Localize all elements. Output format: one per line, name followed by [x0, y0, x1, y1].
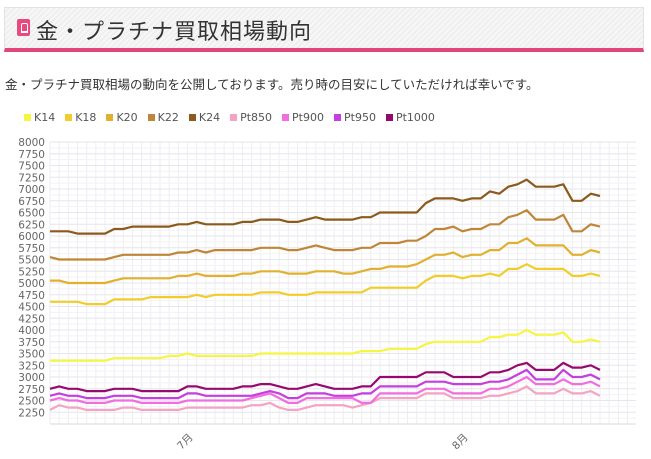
legend-label: K18 [75, 111, 97, 124]
y-tick-label: 7750 [18, 149, 45, 161]
legend-swatch [385, 114, 393, 121]
legend-item-k22[interactable]: K22 [147, 111, 179, 124]
x-tick-label: 7月 [175, 432, 196, 453]
legend-item-pt900[interactable]: Pt900 [282, 111, 324, 124]
series-line-k20 [50, 237, 601, 285]
legend-swatch [106, 114, 114, 121]
legend-swatch [65, 114, 73, 121]
y-tick-label: 5750 [18, 243, 45, 255]
y-tick-label: 2500 [18, 396, 45, 408]
y-tick-label: 6000 [18, 231, 45, 243]
y-tick-label: 7500 [18, 161, 45, 173]
y-tick-label: 4750 [18, 290, 45, 302]
y-tick-label: 6250 [18, 219, 45, 231]
series-line-pt900 [49, 375, 601, 404]
y-tick-label: 4500 [18, 302, 45, 314]
series-line-pt850 [49, 385, 601, 411]
y-tick-label: 7250 [18, 172, 45, 184]
legend-label: K14 [34, 111, 56, 124]
legend-label: Pt1000 [395, 111, 435, 124]
y-tick-label: 2250 [18, 407, 45, 419]
legend-item-k18[interactable]: K18 [65, 111, 96, 124]
series-line-k18 [50, 263, 601, 306]
y-tick-label: 6500 [18, 208, 45, 220]
chart-legend: K14 K18 K20 K22 K24 Pt850 Pt900 Pt950 Pt1000 [24, 111, 435, 124]
y-tick-label: 8000 [18, 137, 45, 149]
legend-item-pt950[interactable]: Pt950 [334, 111, 376, 124]
series-line-pt1000 [49, 361, 601, 393]
legend-label: Pt900 [292, 111, 324, 124]
legend-label: K20 [116, 111, 138, 124]
legend-item-k14[interactable]: K14 [24, 111, 55, 124]
legend-swatch [334, 114, 341, 121]
y-tick-label: 5000 [18, 278, 45, 290]
legend-label: Pt850 [240, 111, 273, 124]
y-tick-label: 3750 [18, 337, 45, 349]
legend-swatch [230, 114, 238, 121]
y-tick-label: 6750 [18, 196, 45, 208]
legend-item-pt1000[interactable]: Pt1000 [385, 111, 435, 124]
y-tick-label: 5250 [18, 266, 45, 278]
legend-label: K24 [198, 111, 221, 124]
y-tick-label: 4250 [18, 313, 45, 325]
series-line-k24 [50, 178, 601, 235]
y-tick-label: 3500 [18, 349, 45, 361]
legend-swatch [188, 114, 196, 121]
y-tick-label: 2750 [18, 384, 45, 396]
legend-item-pt850[interactable]: Pt850 [230, 111, 272, 124]
y-tick-label: 3250 [18, 360, 45, 372]
intro-text: 金・プラチナ買取相場の動向を公開しております。売り時の目安にしていただければ幸い… [5, 77, 539, 92]
series-line-pt950 [49, 368, 601, 400]
x-tick-label: 8月 [450, 432, 471, 453]
section-header: 金・プラチナ買取相場動向 [4, 7, 644, 52]
legend-label: Pt950 [344, 111, 376, 124]
y-tick-label: 4000 [18, 325, 45, 337]
y-tick-label: 3000 [18, 372, 45, 384]
legend-swatch [282, 114, 290, 121]
series-line-k22 [49, 209, 601, 261]
legend-swatch [24, 114, 31, 121]
legend-item-k20[interactable]: K20 [106, 111, 138, 124]
bookmark-icon [17, 19, 30, 36]
series-line-k14 [50, 328, 601, 362]
page-title: 金・プラチナ買取相場動向 [36, 20, 313, 45]
legend-label: K22 [157, 111, 179, 124]
legend-item-k24[interactable]: K24 [188, 111, 221, 124]
legend-swatch [147, 114, 155, 121]
y-tick-label: 5500 [18, 255, 45, 267]
y-tick-label: 7000 [18, 184, 45, 196]
